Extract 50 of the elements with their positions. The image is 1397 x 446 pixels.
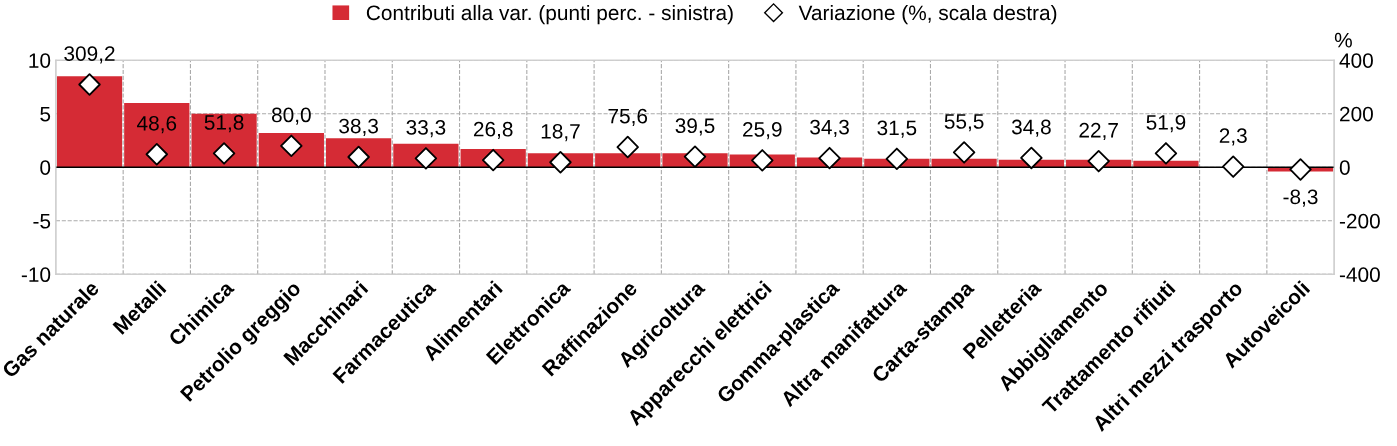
data-label: 80,0 <box>271 107 311 125</box>
legend-label: Variazione (%, scala destra) <box>798 4 1057 25</box>
y2-tick-label: 0 <box>1339 160 1350 175</box>
data-label: -8,3 <box>1283 189 1318 207</box>
y-tick-label: -10 <box>21 267 51 283</box>
data-label: 75,6 <box>608 108 648 126</box>
point <box>145 143 168 166</box>
point <box>78 73 101 96</box>
data-label: 22,7 <box>1079 122 1118 141</box>
bar <box>124 103 190 168</box>
point <box>414 147 438 170</box>
y2-tick-label: -200 <box>1339 213 1380 229</box>
point <box>885 147 909 171</box>
point <box>683 145 707 168</box>
data-label: 2,3 <box>1219 128 1247 146</box>
bar <box>56 76 123 168</box>
data-label: 18,7 <box>541 123 580 142</box>
data-label: 25,9 <box>743 122 782 140</box>
bar <box>595 153 661 168</box>
point <box>212 142 236 165</box>
point <box>1087 149 1110 173</box>
data-label: 33,3 <box>406 120 446 138</box>
point <box>818 146 841 170</box>
data-label: 55,5 <box>944 114 984 132</box>
y-tick-label: 0 <box>40 160 51 175</box>
legend-label: Contributi alla var. (punti perc. - sinistra) <box>366 4 733 25</box>
y2-tick-label: 400 <box>1339 53 1373 68</box>
data-label: 38,3 <box>339 118 378 136</box>
y-tick-label: 10 <box>29 53 51 68</box>
point <box>616 135 639 159</box>
point <box>1289 158 1312 181</box>
y2-axis-title: % <box>1334 32 1352 48</box>
data-label: 39,5 <box>675 118 715 136</box>
y-tick-label: 5 <box>40 106 51 122</box>
data-label: 34,3 <box>810 119 849 137</box>
data-label: 48,6 <box>137 115 177 134</box>
data-label: 51,9 <box>1146 115 1186 133</box>
y-tick-label: -5 <box>33 213 51 229</box>
point <box>481 148 505 172</box>
y2-tick-label: -400 <box>1339 267 1380 283</box>
point <box>1020 146 1043 170</box>
data-label: 51,8 <box>204 115 244 133</box>
data-label: 309,2 <box>64 46 115 64</box>
data-label: 26,8 <box>473 121 513 139</box>
point <box>751 149 774 172</box>
data-label: 34,8 <box>1011 119 1051 137</box>
point <box>549 151 572 174</box>
data-label: 31,5 <box>877 120 917 138</box>
y2-tick-label: 200 <box>1340 106 1373 122</box>
point <box>1222 155 1245 178</box>
